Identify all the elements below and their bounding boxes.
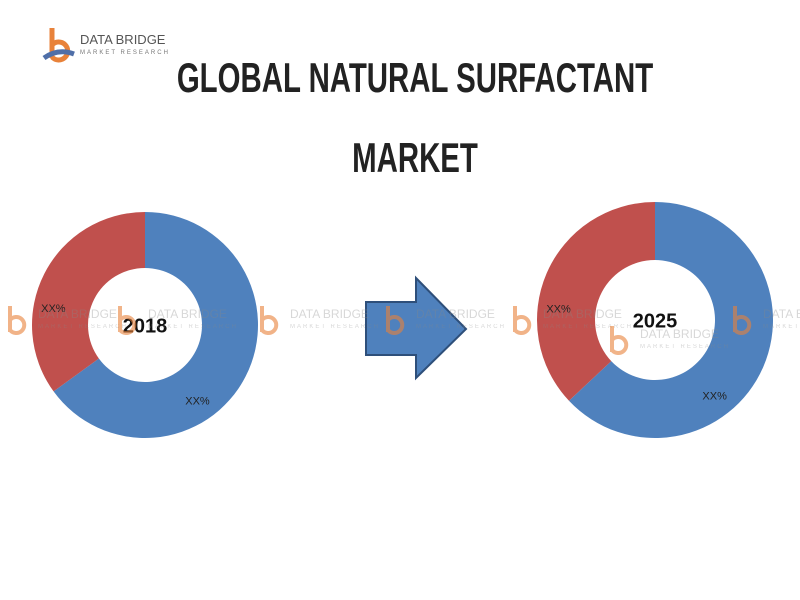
watermark: DATA BRIDGE MARKET RESEARCH	[733, 306, 800, 335]
value-label: XX%	[546, 303, 571, 315]
donut-segment	[568, 202, 774, 438]
watermark-tagline: MARKET RESEARCH	[38, 324, 128, 330]
watermark-icon	[118, 306, 137, 335]
watermark-icon	[260, 306, 279, 335]
watermark: DATA BRIDGE MARKET RESEARCH	[260, 306, 380, 335]
watermark-name: DATA BRIDGE	[416, 307, 495, 321]
watermark-name: DATA BRIDGE	[543, 307, 622, 321]
watermark-name: DATA BRIDGE	[763, 307, 800, 321]
watermark-icon	[8, 306, 27, 335]
watermark-tagline: MARKET RESEARCH	[640, 344, 730, 350]
watermark-icon	[610, 326, 629, 355]
value-label: XX%	[702, 390, 727, 402]
watermark-name: DATA BRIDGE	[38, 307, 117, 321]
logo-name: DATA BRIDGE	[80, 32, 166, 47]
logo-icon	[42, 49, 75, 61]
watermark-name: DATA BRIDGE	[640, 327, 719, 341]
value-label: XX%	[185, 396, 210, 408]
watermark-tagline: MARKET RESEARCH	[290, 324, 380, 330]
title: GLOBAL NATURAL SURFACTANT MARKET	[176, 54, 654, 181]
watermark-name: DATA BRIDGE	[290, 307, 369, 321]
watermark-tagline: MARKET RESEARCH	[763, 324, 800, 330]
watermark: DATA BRIDGE MARKET RESEARCH	[118, 306, 238, 335]
value-label: XX%	[41, 303, 66, 315]
watermark-name: DATA BRIDGE	[148, 307, 227, 321]
watermark-tagline: MARKET RESEARCH	[148, 324, 238, 330]
watermark-tagline: MARKET RESEARCH	[543, 324, 633, 330]
watermark-tagline: MARKET RESEARCH	[416, 324, 506, 330]
watermark-icon	[513, 306, 532, 335]
donut-segment	[31, 212, 145, 392]
center-label: 2025	[633, 310, 678, 332]
donut-segment	[53, 212, 259, 439]
watermark-icon	[733, 306, 752, 335]
watermark: DATA BRIDGE MARKET RESEARCH	[8, 306, 128, 335]
donut-segment	[536, 202, 655, 401]
logo: DATA BRIDGE MARKET RESEARCH	[42, 28, 170, 63]
watermark: DATA BRIDGE MARKET RESEARCH	[610, 326, 730, 355]
watermark: DATA BRIDGE MARKET RESEARCH	[386, 306, 506, 335]
logo-tagline: MARKET RESEARCH	[80, 50, 170, 56]
watermark-icon	[386, 306, 405, 335]
watermark: DATA BRIDGE MARKET RESEARCH	[513, 306, 633, 335]
arrow	[365, 275, 468, 381]
